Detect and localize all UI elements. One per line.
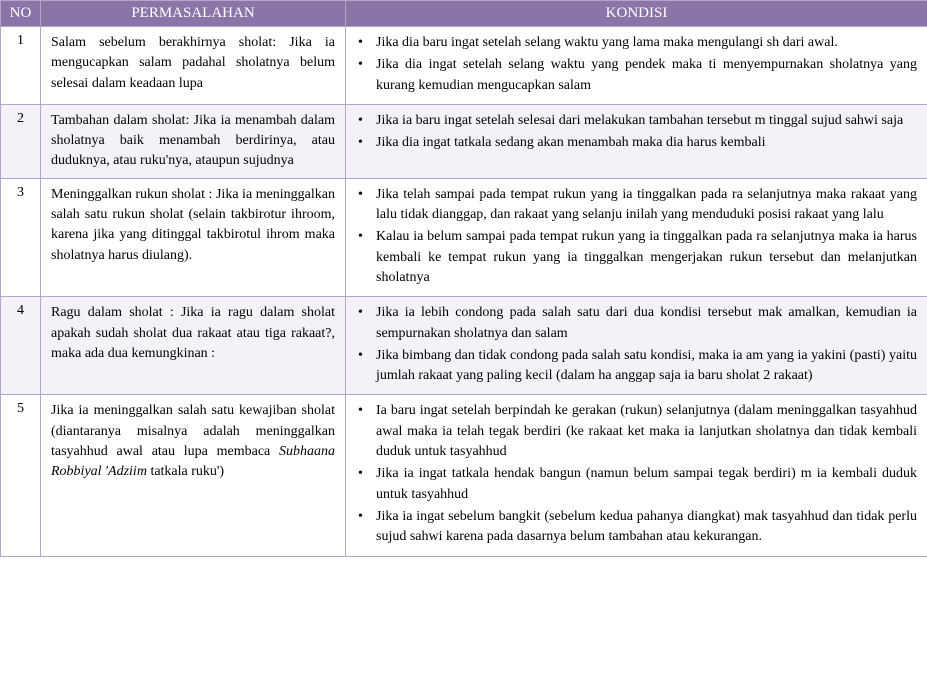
kondisi-list: Jika telah sampai pada tempat rukun yang… (354, 185, 917, 288)
kondisi-item: Ia baru ingat setelah berpindah ke gerak… (372, 401, 917, 462)
cell-no: 3 (1, 178, 41, 296)
table-row: 1Salam sebelum berakhirnya sholat: Jika … (1, 27, 927, 105)
cell-kondisi: Jika ia lebih condong pada salah satu da… (346, 297, 927, 395)
kondisi-item: Jika ia baru ingat setelah selesai dari … (372, 111, 917, 131)
table-row: 4Ragu dalam sholat : Jika ia ragu dalam … (1, 297, 927, 395)
cell-no: 1 (1, 27, 41, 105)
cell-kondisi: Jika dia baru ingat setelah selang waktu… (346, 27, 927, 105)
kondisi-item: Jika ia ingat tatkala hendak bangun (nam… (372, 464, 917, 505)
kondisi-item: Kalau ia belum sampai pada tempat rukun … (372, 227, 917, 288)
cell-kondisi: Jika telah sampai pada tempat rukun yang… (346, 178, 927, 296)
table-row: 3Meninggalkan rukun sholat : Jika ia men… (1, 178, 927, 296)
cell-no: 5 (1, 395, 41, 556)
kondisi-list: Jika ia lebih condong pada salah satu da… (354, 303, 917, 386)
header-kondisi: KONDISI (346, 1, 927, 27)
table-body: 1Salam sebelum berakhirnya sholat: Jika … (1, 27, 927, 557)
sholat-table: NO PERMASALAHAN KONDISI 1Salam sebelum b… (0, 0, 927, 557)
cell-permasalahan: Meninggalkan rukun sholat : Jika ia meni… (41, 178, 346, 296)
kondisi-list: Jika ia baru ingat setelah selesai dari … (354, 111, 917, 154)
cell-no: 4 (1, 297, 41, 395)
cell-kondisi: Jika ia baru ingat setelah selesai dari … (346, 104, 927, 178)
cell-no: 2 (1, 104, 41, 178)
table-row: 2Tambahan dalam sholat: Jika ia menambah… (1, 104, 927, 178)
kondisi-item: Jika dia ingat setelah selang waktu yang… (372, 55, 917, 96)
kondisi-item: Jika ia lebih condong pada salah satu da… (372, 303, 917, 344)
header-permasalahan: PERMASALAHAN (41, 1, 346, 27)
kondisi-item: Jika telah sampai pada tempat rukun yang… (372, 185, 917, 226)
cell-kondisi: Ia baru ingat setelah berpindah ke gerak… (346, 395, 927, 556)
cell-permasalahan: Tambahan dalam sholat: Jika ia menambah … (41, 104, 346, 178)
kondisi-item: Jika ia ingat sebelum bangkit (sebelum k… (372, 507, 917, 548)
cell-permasalahan: Jika ia meninggalkan salah satu kewajiba… (41, 395, 346, 556)
kondisi-item: Jika dia ingat tatkala sedang akan menam… (372, 133, 917, 153)
header-no: NO (1, 1, 41, 27)
cell-permasalahan: Ragu dalam sholat : Jika ia ragu dalam s… (41, 297, 346, 395)
kondisi-item: Jika dia baru ingat setelah selang waktu… (372, 33, 917, 53)
table-row: 5Jika ia meninggalkan salah satu kewajib… (1, 395, 927, 556)
kondisi-list: Jika dia baru ingat setelah selang waktu… (354, 33, 917, 96)
table-header-row: NO PERMASALAHAN KONDISI (1, 1, 927, 27)
kondisi-list: Ia baru ingat setelah berpindah ke gerak… (354, 401, 917, 547)
kondisi-item: Jika bimbang dan tidak condong pada sala… (372, 346, 917, 387)
cell-permasalahan: Salam sebelum berakhirnya sholat: Jika i… (41, 27, 346, 105)
